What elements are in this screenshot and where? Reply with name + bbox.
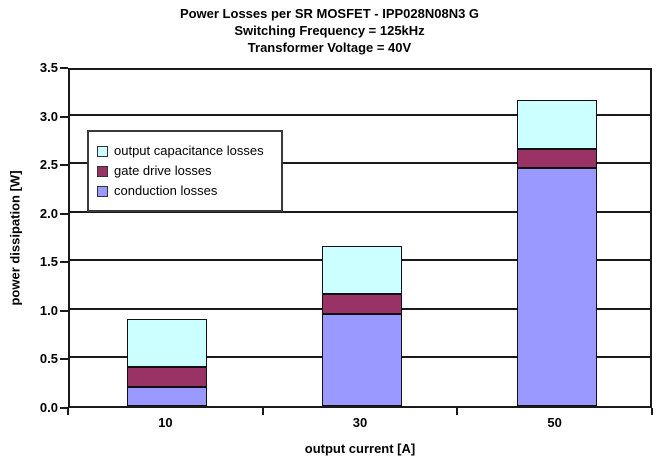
x-tick-label: 10 (158, 415, 173, 430)
bar-segment-output-capacitance-losses (322, 245, 402, 295)
y-tick-mark (60, 261, 68, 264)
bar-segment-output-capacitance-losses (516, 100, 597, 149)
chart-title: Power Losses per SR MOSFET - IPP028N08N3… (179, 6, 480, 21)
y-tick-mark (60, 309, 68, 312)
legend-swatch-icon (97, 165, 108, 177)
y-tick-mark (60, 115, 68, 118)
x-tick-mark (261, 408, 264, 415)
chart-subtitle-frequency: Switching Frequency = 125kHz (234, 23, 425, 38)
legend-swatch-icon (97, 185, 108, 197)
x-axis-title: output current [A] (304, 441, 416, 456)
y-tick-mark (60, 358, 68, 361)
y-tick-label: 2.5 (39, 157, 58, 173)
y-axis-title: power dissipation [W] (7, 170, 23, 306)
y-tick-label: 0.5 (39, 351, 58, 367)
legend-label: conduction losses (114, 183, 218, 198)
y-tick-label: 3.5 (39, 60, 58, 75)
plot-area (68, 68, 652, 408)
x-tick-mark (651, 408, 653, 415)
bar-segment-output-capacitance-losses (127, 318, 208, 368)
bar-segment-conduction-losses (516, 168, 597, 406)
legend-item: output capacitance losses (97, 142, 275, 160)
bar-segment-gate-drive-losses (516, 148, 597, 168)
bar-segment-conduction-losses (322, 313, 402, 406)
x-tick-mark (456, 408, 459, 415)
y-tick-mark (60, 164, 68, 167)
y-tick-mark (60, 67, 68, 69)
y-tick-mark (60, 212, 68, 215)
chart-subtitle-voltage: Transformer Voltage = 40V (247, 40, 412, 55)
legend-label: output capacitance losses (114, 143, 264, 158)
legend-swatch-icon (97, 145, 108, 157)
bar-segment-gate-drive-losses (322, 294, 402, 314)
legend-item: conduction losses (97, 182, 275, 200)
bar-segment-conduction-losses (127, 386, 208, 406)
bar-segment-gate-drive-losses (127, 367, 208, 387)
y-tick-label: 0.0 (39, 400, 58, 415)
x-tick-label: 30 (352, 415, 368, 430)
gridline (70, 210, 650, 213)
chart-title-block: Power Losses per SR MOSFET - IPP028N08N3… (0, 5, 659, 56)
x-tick-mark (67, 408, 69, 415)
y-tick-mark (60, 407, 68, 409)
y-tick-label: 1.5 (39, 254, 58, 270)
y-tick-label: 2.0 (39, 205, 58, 221)
y-tick-label: 3.0 (39, 108, 58, 124)
legend-item: gate drive losses (97, 162, 275, 180)
legend-label: gate drive losses (114, 163, 212, 178)
y-tick-label: 1.0 (39, 302, 58, 318)
x-tick-label: 50 (547, 415, 562, 430)
gridline (70, 113, 650, 116)
gridline (70, 162, 650, 165)
legend: output capacitance losses gate drive loss… (87, 130, 283, 212)
